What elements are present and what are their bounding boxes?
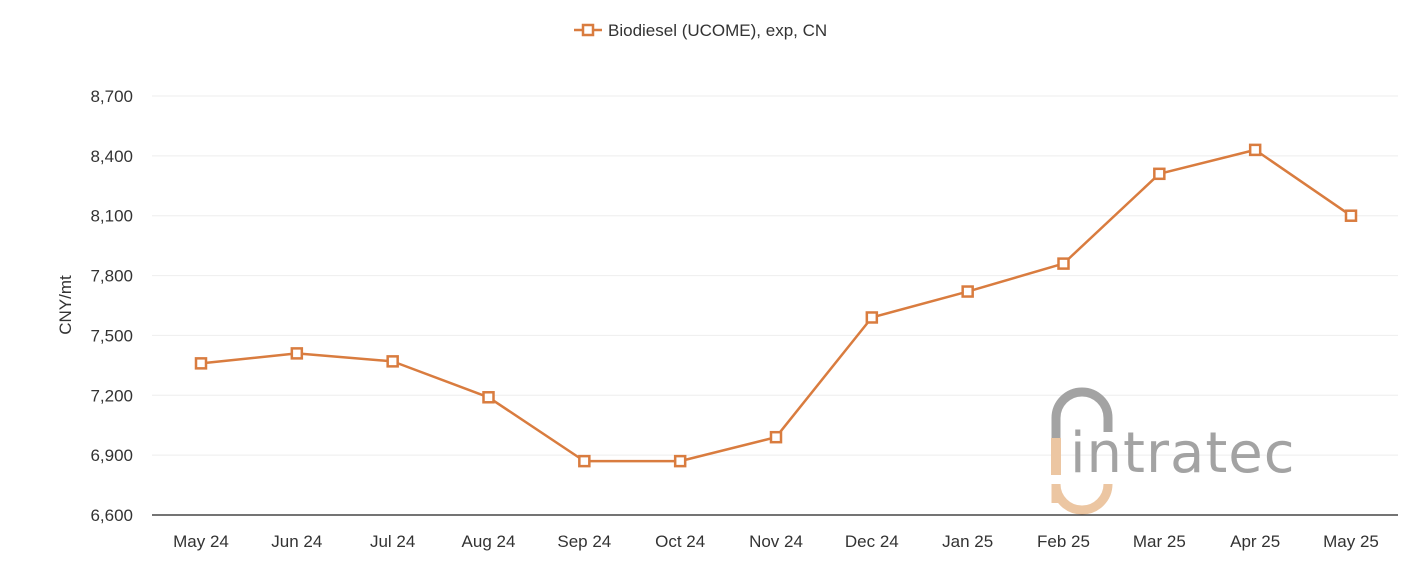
y-tick-label: 8,700 (90, 87, 133, 106)
watermark-text: intratec (1070, 421, 1296, 486)
data-point-marker[interactable] (194, 357, 208, 370)
y-tick-label: 6,600 (90, 506, 133, 525)
data-point-marker[interactable] (578, 454, 591, 468)
x-tick-label: Sep 24 (557, 532, 611, 551)
x-tick-label: Dec 24 (845, 532, 899, 551)
x-tick-label: Jul 24 (370, 532, 415, 551)
x-tick-label: May 25 (1323, 532, 1379, 551)
x-tick-label: May 24 (173, 532, 229, 551)
intratec-logo-icon (1051, 387, 1113, 515)
data-point-marker[interactable] (673, 454, 687, 468)
x-tick-label: Oct 24 (655, 532, 705, 551)
x-axis-tick-labels: May 24 Jun 24 Jul 24 Aug 24 Sep 24 Oct 24 Nov … (173, 532, 1379, 551)
data-point-marker[interactable] (1344, 209, 1358, 222)
y-tick-label: 8,400 (90, 147, 133, 166)
y-tick-label: 6,900 (90, 446, 133, 465)
y-tick-label: 7,200 (90, 386, 133, 405)
legend-marker-icon (581, 23, 595, 37)
series-line (200, 148, 1352, 463)
x-tick-label: Feb 25 (1037, 532, 1090, 551)
legend-label: Biodiesel (UCOME), exp, CN (608, 21, 827, 40)
data-point-marker[interactable] (1153, 167, 1166, 181)
gridlines (152, 95, 1398, 456)
x-tick-label: Jan 25 (942, 532, 993, 551)
data-point-marker[interactable] (1248, 143, 1262, 157)
data-point-marker[interactable] (386, 355, 399, 368)
series-line-layer (200, 148, 1352, 463)
y-tick-label: 7,500 (90, 326, 133, 345)
x-tick-label: Mar 25 (1133, 532, 1186, 551)
data-point-marker[interactable] (482, 391, 495, 404)
y-axis-title: CNY/mt (56, 275, 75, 335)
x-tick-label: Apr 25 (1230, 532, 1280, 551)
y-tick-label: 8,100 (90, 207, 133, 226)
series-marker-layer (194, 143, 1358, 468)
y-tick-label: 7,800 (90, 267, 133, 286)
legend[interactable]: Biodiesel (UCOME), exp, CN (574, 21, 827, 40)
x-tick-label: Aug 24 (462, 532, 516, 551)
data-point-marker[interactable] (290, 347, 304, 360)
data-point-marker[interactable] (769, 430, 783, 444)
data-point-marker[interactable] (961, 285, 974, 298)
data-point-marker[interactable] (865, 311, 879, 324)
intratec-watermark: intratec (1051, 387, 1296, 515)
data-point-marker[interactable] (1057, 257, 1070, 270)
x-tick-label: Nov 24 (749, 532, 803, 551)
x-tick-label: Jun 24 (271, 532, 322, 551)
y-axis-tick-labels: 6,600 6,900 7,200 7,500 7,800 8,100 8,400 8,700 (90, 87, 133, 525)
